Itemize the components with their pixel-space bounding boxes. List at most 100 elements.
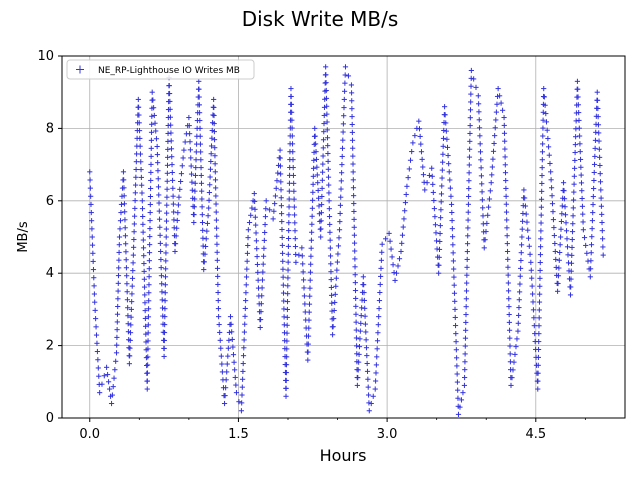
- data-point: [125, 305, 131, 311]
- data-point: [233, 390, 240, 396]
- data-point: [517, 265, 524, 271]
- data-point: [386, 230, 392, 236]
- data-point: [477, 133, 483, 139]
- data-point: [433, 238, 440, 244]
- data-point: [89, 242, 96, 248]
- data-point: [445, 152, 451, 159]
- data-point: [232, 374, 238, 381]
- data-point: [213, 209, 219, 215]
- data-point: [436, 262, 442, 268]
- data-point: [281, 314, 287, 320]
- data-point: [505, 256, 511, 262]
- data-point: [187, 131, 193, 137]
- data-point: [114, 311, 121, 317]
- data-point: [278, 171, 284, 177]
- data-point: [569, 252, 575, 258]
- data-point: [327, 221, 333, 228]
- data-point: [339, 145, 346, 151]
- data-point: [350, 161, 356, 167]
- data-point: [370, 393, 376, 399]
- data-point: [550, 217, 557, 223]
- data-point: [321, 112, 327, 119]
- data-point: [223, 377, 229, 383]
- data-point: [167, 98, 173, 105]
- data-point: [320, 161, 326, 167]
- data-point: [451, 274, 457, 280]
- data-point: [540, 109, 546, 115]
- data-point: [569, 244, 575, 251]
- data-point: [519, 218, 526, 224]
- data-point: [137, 135, 143, 142]
- data-point: [495, 85, 501, 92]
- data-point: [147, 242, 153, 248]
- data-point: [539, 149, 546, 155]
- data-point: [301, 293, 308, 299]
- data-point: [255, 269, 261, 275]
- data-point: [290, 172, 297, 179]
- data-point: [471, 76, 477, 82]
- data-point: [329, 300, 335, 306]
- data-point: [224, 361, 230, 367]
- data-point: [284, 314, 290, 320]
- data-point: [577, 141, 583, 147]
- data-point: [374, 338, 381, 344]
- data-point: [310, 165, 317, 171]
- data-point: [537, 267, 543, 274]
- data-point: [140, 229, 146, 235]
- data-point: [263, 198, 269, 204]
- data-point: [559, 203, 565, 209]
- data-point: [481, 245, 487, 251]
- data-point: [444, 136, 450, 142]
- data-point: [137, 151, 144, 157]
- data-point: [104, 371, 111, 378]
- data-point: [215, 281, 221, 288]
- data-point: [505, 264, 511, 270]
- data-point: [498, 100, 504, 106]
- data-point: [305, 341, 311, 347]
- data-point: [313, 149, 319, 155]
- data-point: [406, 166, 412, 172]
- data-point: [286, 227, 292, 234]
- data-point: [280, 290, 287, 296]
- data-point: [351, 232, 358, 238]
- data-point: [518, 242, 525, 248]
- data-point: [118, 209, 124, 216]
- data-points: [87, 64, 606, 417]
- data-point: [536, 307, 542, 313]
- data-point: [95, 357, 101, 363]
- data-point: [431, 197, 437, 204]
- data-point: [553, 264, 559, 271]
- data-point: [507, 335, 513, 341]
- data-point: [196, 102, 203, 108]
- data-point: [517, 273, 523, 279]
- data-point: [493, 117, 499, 123]
- data-point: [372, 386, 378, 392]
- data-point: [493, 109, 499, 115]
- data-point: [159, 281, 165, 287]
- data-point: [87, 169, 93, 175]
- data-point: [468, 67, 474, 74]
- data-point: [192, 180, 198, 186]
- data-point: [440, 159, 446, 165]
- data-point: [289, 125, 295, 131]
- data-point: [260, 261, 266, 267]
- data-point: [450, 250, 456, 256]
- data-point: [186, 123, 192, 129]
- data-point: [333, 283, 339, 289]
- data-point: [180, 155, 186, 161]
- data-point: [353, 295, 359, 302]
- data-point: [463, 288, 470, 294]
- data-point: [503, 185, 509, 192]
- data-point: [376, 297, 383, 304]
- data-point: [519, 234, 525, 240]
- data-point: [113, 358, 119, 364]
- data-point: [172, 248, 178, 255]
- data-point: [342, 72, 348, 78]
- data-point: [121, 201, 128, 207]
- data-point: [509, 375, 515, 381]
- data-point: [321, 120, 327, 127]
- data-point: [529, 275, 535, 281]
- data-point: [125, 321, 131, 327]
- data-point: [429, 165, 435, 171]
- data-point: [201, 259, 207, 265]
